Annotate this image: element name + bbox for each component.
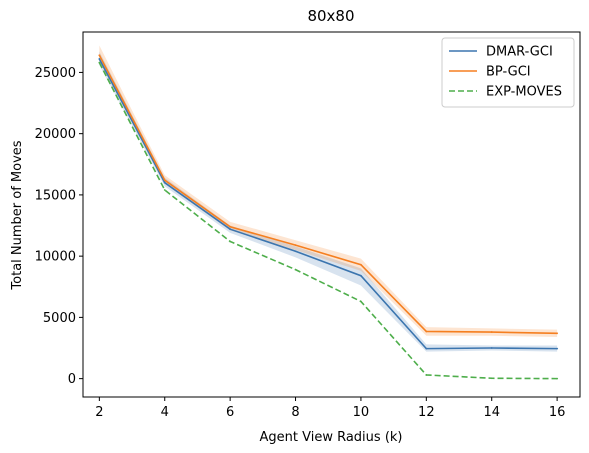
y-tick-label: 25000 [35,66,76,81]
data-point [490,331,493,333]
data-point [425,347,428,350]
data-point [490,377,493,380]
series-line-dmar-gci [98,58,558,350]
x-tick-label: 8 [291,405,299,420]
plot-area [98,45,559,380]
y-tick-label: 0 [68,372,76,387]
x-tick-label: 14 [483,405,500,420]
data-point [556,332,559,335]
data-point [556,347,559,350]
data-point [360,274,362,277]
y-tick-label: 15000 [35,188,76,203]
data-point [490,347,493,349]
data-point [163,189,166,191]
legend-label: BP-GCI [486,65,531,80]
x-tick-label: 12 [418,405,435,420]
legend-label: EXP-MOVES [486,85,562,100]
x-tick-label: 6 [226,405,234,420]
data-point [294,250,297,253]
data-point [98,58,101,60]
legend-box [441,37,575,108]
x-tick-label: 10 [353,405,370,420]
data-point [163,179,166,182]
data-point [294,244,297,247]
y-tick-label: 20000 [35,127,76,142]
data-point [556,377,559,380]
legend-label: DMAR-GCI [486,45,553,60]
data-point [425,330,428,333]
chart-title: 80x80 [307,7,354,25]
data-point [163,181,166,184]
legend: DMAR-GCI BP-GCI EXP-MOVES [441,37,575,108]
y-tick-label: 10000 [35,250,76,265]
data-point [294,268,297,271]
y-axis: 0 5000 10000 15000 20000 25000 [35,66,83,387]
data-point [425,374,428,376]
data-point [98,54,101,57]
x-tick-label: 16 [549,405,566,420]
x-axis: 2 4 6 8 10 12 14 16 [95,397,565,420]
data-point [229,240,232,243]
plot-frame [82,31,581,398]
data-point [98,61,101,64]
data-point [360,263,362,266]
x-axis-label: Agent View Radius (k) [260,430,403,445]
data-point [229,225,232,228]
x-tick-label: 4 [161,405,169,420]
y-tick-label: 5000 [43,311,76,326]
x-tick-label: 2 [95,405,103,420]
series-line-exp-moves [98,62,558,380]
series-line-bp-gci [98,54,558,335]
data-point [229,228,232,231]
y-axis-label: Total Number of Moves [10,140,25,290]
data-point [360,300,362,303]
